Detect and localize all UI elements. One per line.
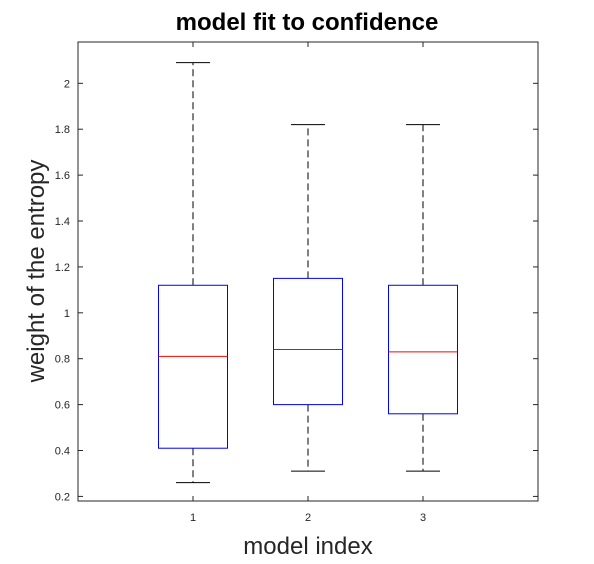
x-tick-label: 1 — [190, 512, 196, 524]
y-tick-label: 1.6 — [55, 170, 70, 182]
y-tick-label: 0.6 — [55, 400, 70, 412]
y-tick-label: 1.4 — [55, 216, 70, 228]
chart-title: model fit to confidence — [176, 9, 439, 36]
y-tick-label: 0.4 — [55, 446, 70, 458]
box-series — [158, 62, 458, 484]
y-tick-label: 2 — [64, 78, 70, 90]
y-tick-label: 1 — [64, 308, 70, 320]
x-axis: 1 2 3 — [190, 42, 426, 524]
y-axis-label: weight of the entropy — [23, 160, 50, 384]
y-tick-label: 0.2 — [55, 491, 70, 503]
box-2 — [273, 124, 343, 472]
x-axis-label: model index — [243, 533, 372, 560]
y-tick-label: 1.8 — [55, 124, 70, 136]
interquartile-box — [273, 277, 343, 406]
interquartile-box — [388, 284, 458, 415]
interquartile-box — [158, 284, 228, 449]
y-tick-label: 0.8 — [55, 354, 70, 366]
y-axis: 0.2 0.4 0.6 0.8 1 1.2 1.4 1.6 1.8 2 — [55, 78, 538, 503]
y-tick-label: 1.2 — [55, 262, 70, 274]
x-tick-label: 3 — [420, 512, 426, 524]
box-1 — [158, 62, 228, 484]
x-tick-label: 2 — [305, 512, 311, 524]
box-3 — [388, 124, 458, 472]
